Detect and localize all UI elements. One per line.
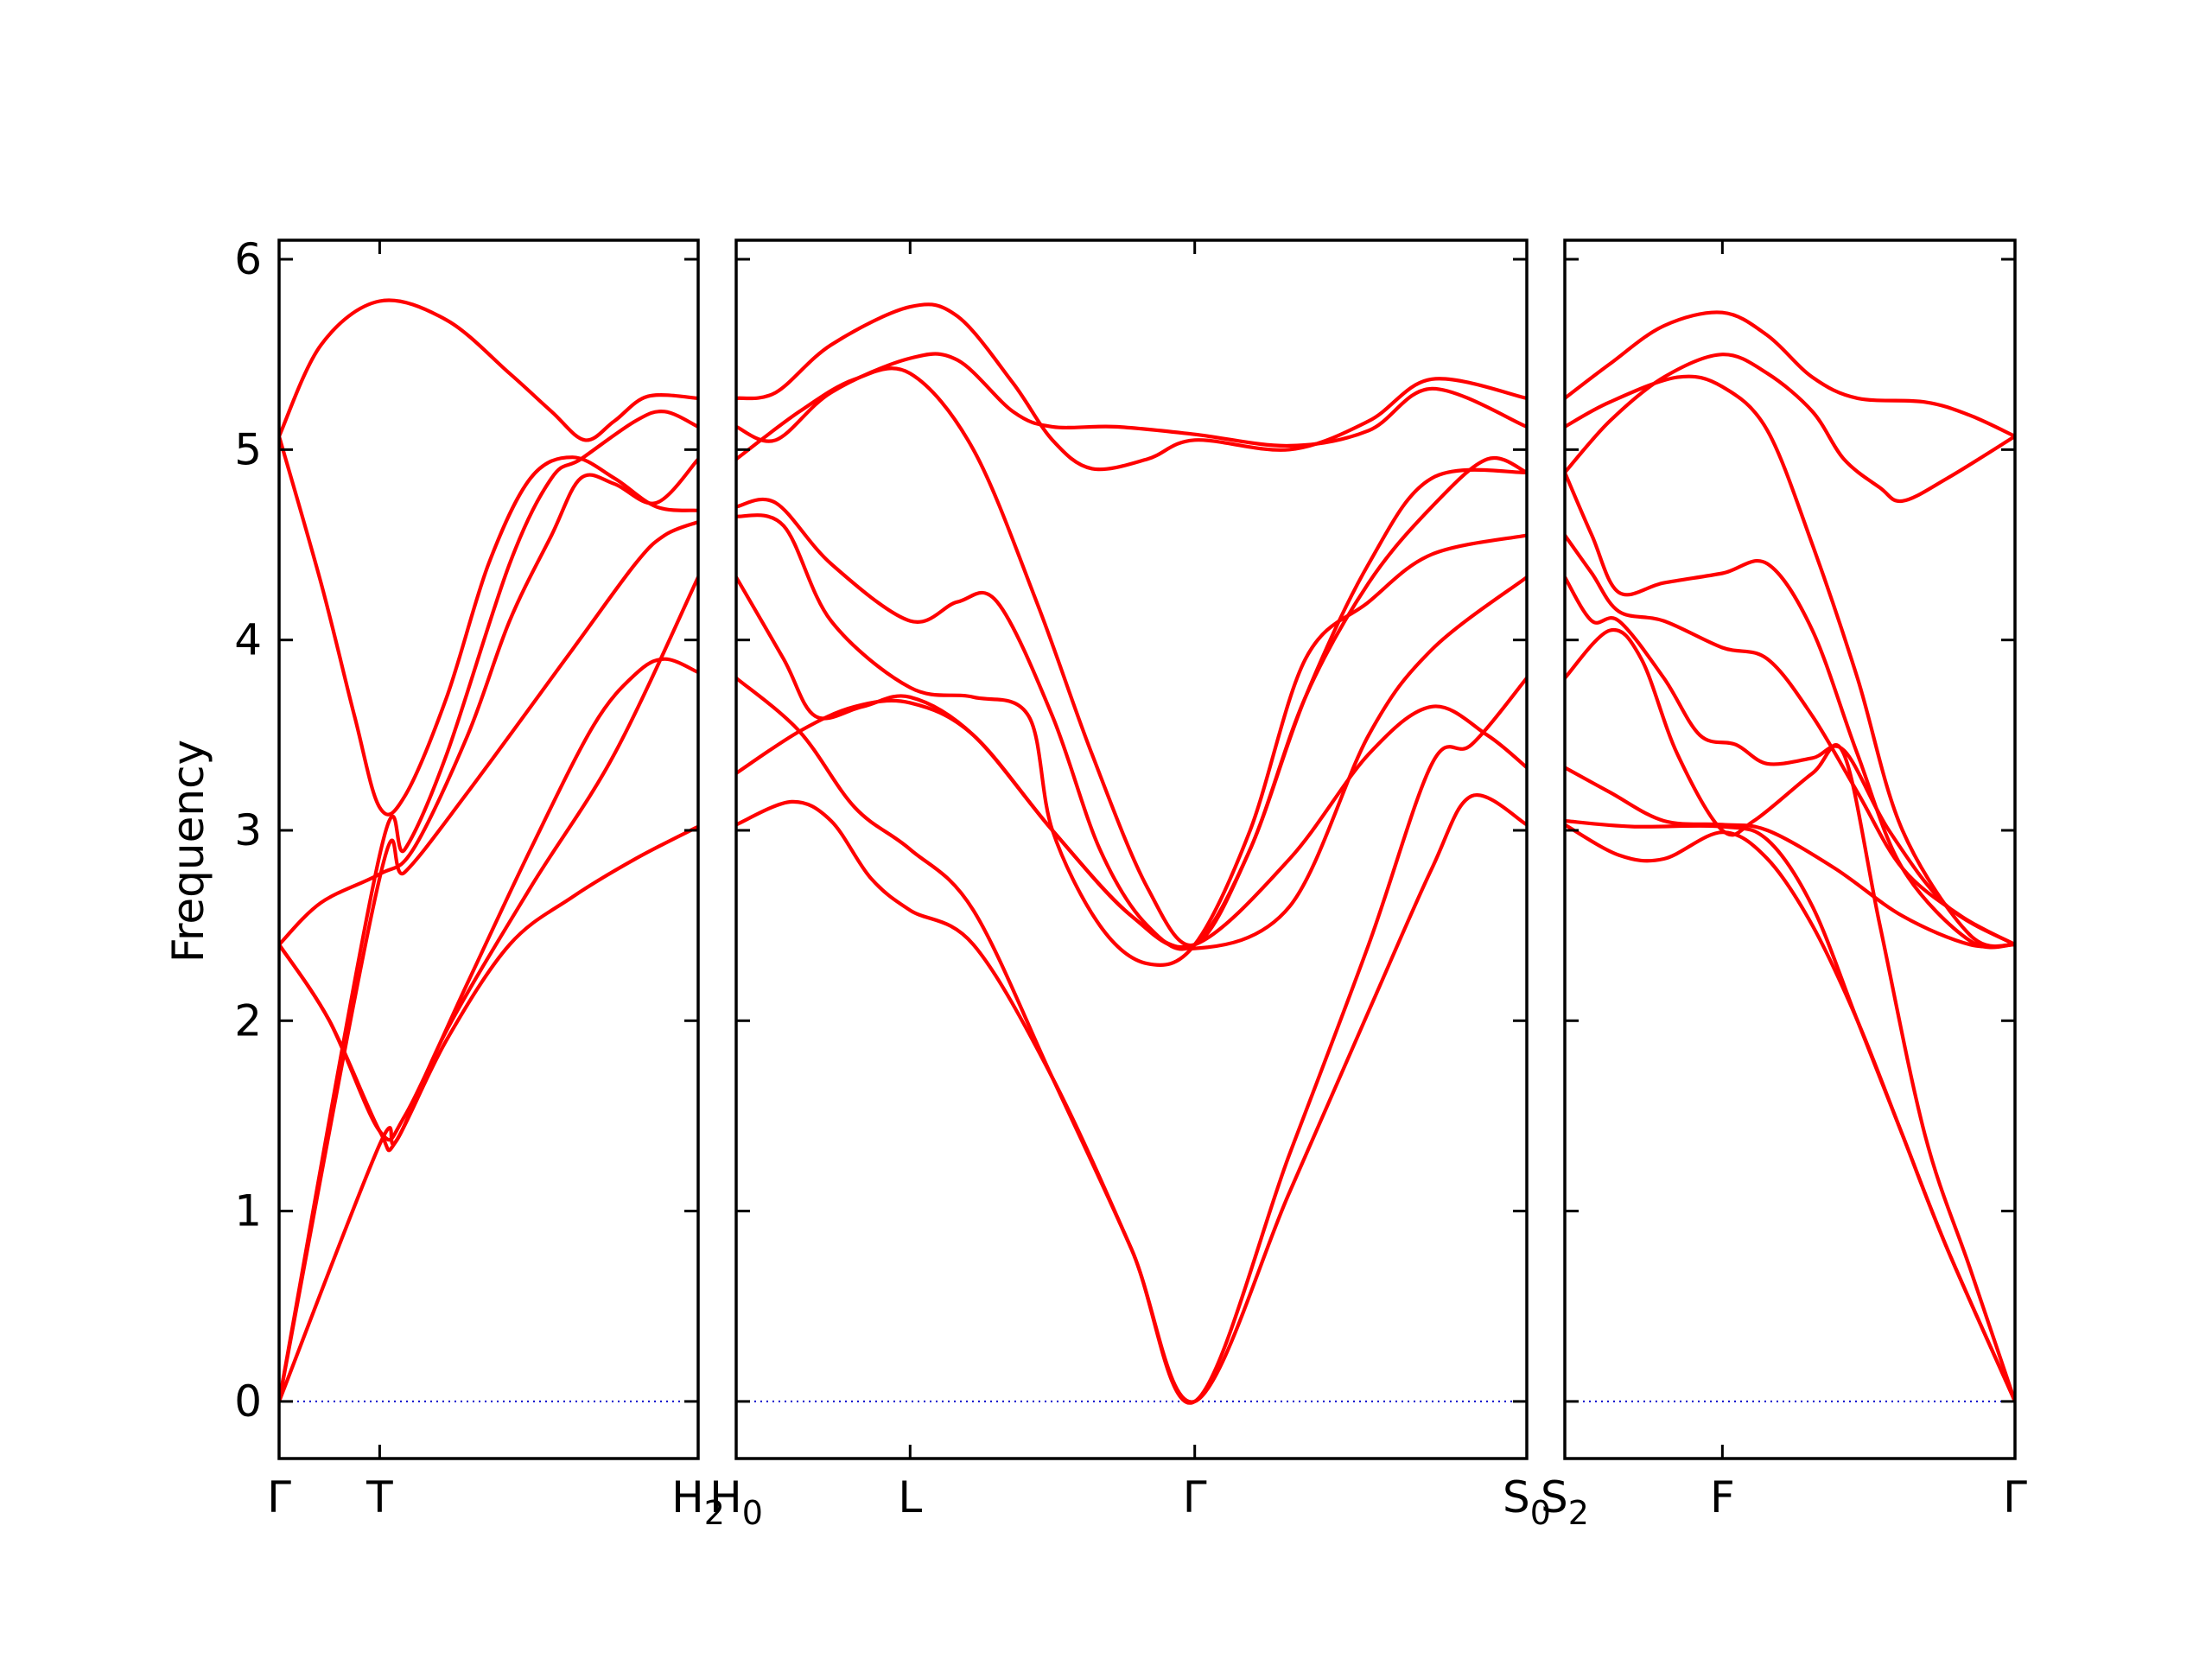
- x-tick-label: Γ: [267, 1472, 291, 1522]
- panel-frame: [1563, 238, 2017, 1460]
- y-tick-label: 6: [234, 234, 262, 284]
- band-panel-2: H0 L Γ S0: [709, 238, 1551, 1532]
- y-axis-label: Frequency: [163, 740, 213, 963]
- y-tick-label: 2: [234, 995, 262, 1046]
- band-line: [1565, 766, 2015, 949]
- band-line: [1565, 533, 2015, 947]
- band-line: [736, 366, 1527, 948]
- band-panel-1: Γ T H2: [267, 238, 725, 1532]
- y-tick-label: 3: [234, 805, 262, 855]
- y-tick-label: 1: [234, 1186, 262, 1236]
- y-tick-label: 4: [234, 615, 262, 665]
- band-line: [736, 352, 1527, 448]
- band-line: [736, 455, 1527, 951]
- panel-frame: [734, 238, 1529, 1460]
- band-line: [279, 824, 698, 1403]
- x-tick-label: Γ: [2003, 1472, 2027, 1522]
- band-line: [1565, 353, 2015, 504]
- band-line: [1565, 470, 2015, 950]
- band-line: [1565, 627, 2015, 1403]
- x-tick-label: L: [898, 1472, 922, 1522]
- band-line: [1565, 310, 2015, 438]
- band-panel-3: S2 F Γ: [1541, 238, 2027, 1532]
- band-line: [736, 575, 1527, 950]
- band-line: [736, 513, 1527, 967]
- band-line: [1565, 823, 2015, 1403]
- x-tick-label: T: [365, 1472, 393, 1522]
- band-line: [736, 792, 1527, 1404]
- x-tick-label: F: [1710, 1472, 1735, 1522]
- band-line: [736, 676, 1527, 1405]
- band-line: [1565, 575, 2015, 947]
- y-tick-label: 0: [234, 1376, 262, 1427]
- band-line: [279, 298, 698, 442]
- band-line: [279, 457, 698, 947]
- x-tick-label: Γ: [1183, 1472, 1207, 1522]
- y-tick-label: 5: [234, 424, 262, 474]
- band-line: [1565, 374, 2015, 949]
- panel-frame: [277, 238, 700, 1460]
- band-line: [279, 409, 698, 1403]
- band-line: [279, 434, 698, 817]
- band-line: [1565, 818, 2015, 1403]
- band-line: [736, 302, 1527, 472]
- band-line: [279, 520, 698, 1403]
